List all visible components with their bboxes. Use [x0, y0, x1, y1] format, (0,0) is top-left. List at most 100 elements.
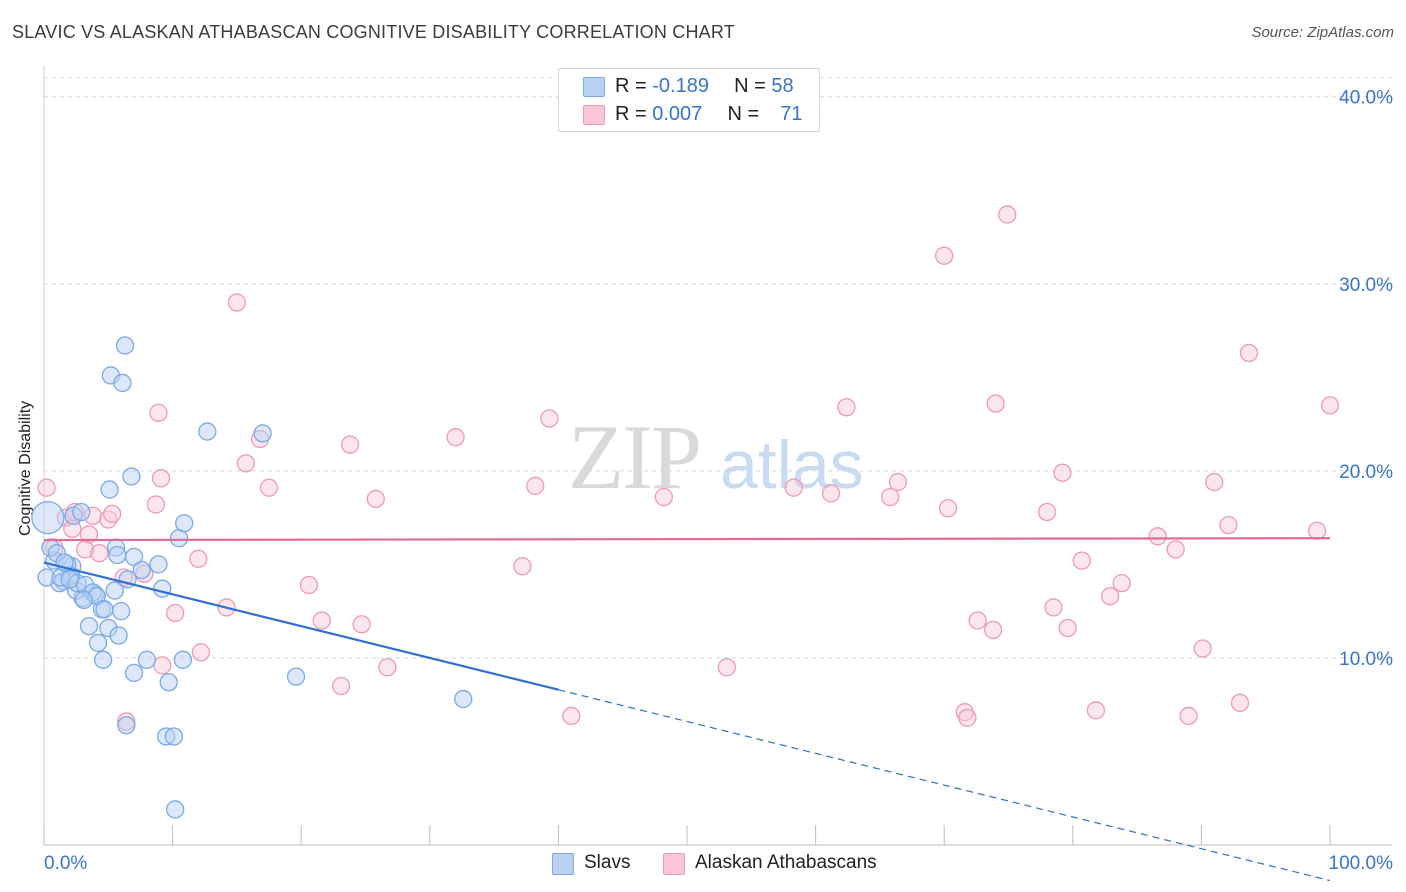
chart-title: SLAVIC VS ALASKAN ATHABASCAN COGNITIVE D…: [12, 22, 735, 42]
legend-n-label: N =: [734, 75, 766, 97]
grid-lines: [44, 77, 1392, 659]
athabascan-point: [1053, 463, 1072, 482]
athabascan-point: [717, 658, 737, 677]
athabascan-point: [299, 575, 319, 595]
slav-point: [253, 424, 272, 443]
watermark-zip: ZIP: [568, 406, 700, 508]
athabascan-point: [986, 394, 1005, 413]
athabascan-point: [1072, 551, 1091, 570]
x-tick-label-min: 0.0%: [44, 853, 87, 874]
slav-point: [31, 500, 65, 535]
athabascan-point: [938, 499, 958, 518]
athabascan-point: [562, 706, 581, 726]
bottom-legend-swatch-athabascans: [663, 853, 685, 875]
trend-lines: [43, 537, 1331, 882]
slav-point: [95, 600, 114, 619]
legend-n-value-athabascans: 71: [780, 103, 803, 125]
athabascan-point: [1320, 396, 1340, 415]
athabascan-point: [1086, 701, 1106, 720]
athabascan-point: [352, 615, 371, 634]
legend-n-value-slavs: 58: [771, 75, 794, 97]
athabascan-point: [446, 428, 465, 447]
athabascan-point: [227, 293, 247, 312]
athabascan-point: [166, 603, 185, 623]
athabascan-trend-line: [43, 537, 1331, 542]
watermark-atlas: atlas: [720, 427, 864, 503]
athabascan-point: [340, 435, 360, 454]
slav-point: [109, 626, 128, 645]
slav-point: [105, 581, 124, 600]
athabascan-point: [331, 676, 351, 696]
bottom-legend-label-athabascans: Alaskan Athabascans: [695, 852, 877, 873]
y-tick-label: 20.0%: [1339, 462, 1393, 483]
correlation-legend: R = -0.189 N = 58 R = 0.007 N = 71: [558, 68, 820, 132]
slav-points: [31, 336, 473, 819]
athabascan-point: [79, 525, 99, 544]
slav-point: [153, 579, 172, 598]
legend-swatch-slavs: [583, 77, 605, 97]
y-tick-label: 30.0%: [1339, 275, 1393, 296]
athabascan-point: [526, 476, 545, 495]
slav-point: [132, 560, 151, 580]
athabascan-point: [189, 549, 208, 568]
slav-point: [122, 467, 141, 486]
athabascan-point: [90, 544, 109, 563]
slav-point: [166, 800, 185, 819]
athabascan-point: [1205, 472, 1224, 492]
athabascan-point: [1037, 502, 1057, 522]
athabascan-point: [654, 487, 674, 507]
legend-r-label: R =: [615, 103, 647, 125]
y-tick-label: 10.0%: [1339, 649, 1393, 670]
slav-point: [115, 336, 135, 355]
athabascan-point: [149, 403, 168, 423]
athabascan-point: [1307, 521, 1327, 540]
athabascan-point: [998, 205, 1017, 224]
athabascan-point: [191, 643, 211, 662]
athabascan-point: [540, 409, 559, 428]
athabascan-point: [236, 454, 256, 473]
slav-point: [88, 633, 108, 653]
athabascan-point: [1044, 598, 1063, 617]
slav-point: [164, 727, 184, 746]
slav-point: [60, 570, 79, 589]
athabascan-point: [881, 487, 900, 507]
athabascan-point: [146, 495, 166, 514]
athabascan-point: [968, 611, 987, 630]
slav-point: [137, 650, 157, 669]
legend-r-value-athabascans: 0.007: [652, 103, 703, 125]
athabascan-point: [888, 472, 908, 492]
athabascan-point: [935, 246, 954, 265]
slav-point: [112, 602, 131, 621]
slav-point: [72, 502, 91, 522]
slav-point: [74, 590, 94, 610]
athabascan-point: [1230, 693, 1250, 712]
athabascan-point: [153, 656, 172, 675]
athabascan-point: [821, 484, 841, 503]
slav-point: [175, 514, 194, 533]
athabascan-point: [1112, 573, 1131, 593]
athabascan-point: [312, 611, 331, 630]
athabascan-point: [983, 620, 1003, 640]
legend-n-label: N =: [727, 103, 760, 125]
athabascan-point: [958, 708, 977, 727]
watermark: ZIP atlas: [568, 406, 864, 508]
bottom-legend-label-slavs: Slavs: [584, 852, 631, 873]
slav-point: [159, 673, 178, 692]
athabascan-point: [784, 478, 803, 497]
athabascan-point: [151, 469, 171, 488]
athabascan-point: [1193, 639, 1212, 658]
slav-point: [100, 480, 119, 499]
slav-point: [149, 555, 168, 574]
athabascan-point: [837, 398, 856, 417]
athabascan-point: [366, 489, 385, 509]
slav-point: [173, 650, 193, 669]
slav-point: [79, 616, 99, 636]
axes: [43, 66, 1392, 846]
slav-point: [198, 422, 217, 441]
legend-r-label: R =: [615, 75, 647, 97]
slav-point: [286, 667, 306, 686]
athabascan-point: [378, 658, 397, 677]
slav-trend-extension: [558, 689, 1331, 882]
athabascan-point: [1239, 343, 1259, 363]
